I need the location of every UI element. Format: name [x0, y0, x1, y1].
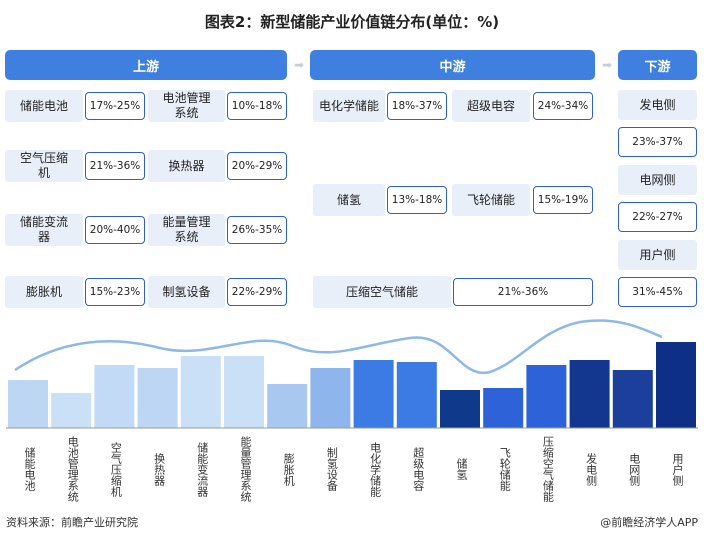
- item-name: 储能电池: [5, 90, 83, 122]
- category-label: 发电侧: [584, 452, 598, 486]
- category-label: 膨胀机: [282, 452, 296, 486]
- item-name: 换热器: [148, 150, 225, 182]
- item-range: 20%-29%: [227, 152, 287, 180]
- bar: [94, 365, 135, 428]
- title: 图表2：新型储能产业价值链分布(单位：%): [204, 12, 500, 31]
- category-label: 能量管理系统: [239, 436, 252, 502]
- bar: [569, 360, 610, 428]
- item-range: 20%-40%: [85, 216, 145, 244]
- item-name: 超级电容: [452, 90, 530, 122]
- item-name: 飞轮储能: [452, 184, 530, 216]
- item-name: 电池管理系统: [148, 90, 225, 122]
- item-range: 31%-45%: [618, 277, 697, 307]
- category-label: 超级电容: [411, 447, 425, 491]
- bar: [440, 390, 480, 428]
- item-range: 18%-37%: [387, 92, 447, 120]
- category-label: 换热器: [152, 452, 166, 486]
- bar: [310, 368, 351, 428]
- bar: [8, 380, 48, 428]
- logo: @前瞻经济学人APP: [600, 516, 698, 529]
- item-range: 23%-37%: [618, 127, 697, 157]
- item-name: 空气压缩机: [5, 150, 83, 182]
- trend-curve: [14, 319, 663, 375]
- bar: [51, 393, 92, 428]
- bar: [137, 368, 178, 428]
- category-label: 储氢: [455, 458, 468, 480]
- section-header: 上游: [5, 50, 287, 80]
- item-range: 24%-34%: [533, 92, 593, 120]
- section-header: 下游: [618, 50, 697, 80]
- bar: [180, 356, 221, 428]
- category-label: 飞轮储能: [498, 447, 512, 491]
- bar: [612, 370, 653, 428]
- category-label: 压缩空气储能: [541, 436, 555, 502]
- category-label: 电池管理系统: [66, 436, 80, 502]
- item-range: 15%-23%: [85, 278, 145, 306]
- item-range: 17%-25%: [85, 92, 145, 120]
- item-range: 21%-36%: [85, 152, 145, 180]
- category-label: 电化学储能: [368, 441, 382, 497]
- item-name: 储氢: [313, 184, 385, 216]
- arrow: ➡: [601, 58, 613, 72]
- bar: [267, 384, 308, 428]
- bar: [656, 342, 696, 428]
- category-label: 电网侧: [627, 452, 641, 486]
- bar: [396, 362, 437, 428]
- bar: [353, 360, 394, 428]
- category-label: 储能变流器: [195, 441, 209, 497]
- bar: [224, 356, 264, 428]
- item-range: 22%-29%: [227, 278, 287, 306]
- item-name: 电网侧: [618, 165, 697, 195]
- section-header: 中游: [310, 50, 595, 80]
- item-name: 电化学储能: [313, 90, 385, 122]
- item-name: 能量管理系统: [148, 214, 225, 246]
- category-label: 储能电池: [23, 447, 36, 491]
- item-name: 制氢设备: [148, 276, 225, 308]
- category-label: 空气压缩机: [109, 441, 123, 497]
- item-name: 膨胀机: [5, 276, 83, 308]
- source: 资料来源：前瞻产业研究院: [6, 516, 138, 529]
- item-range: 21%-36%: [453, 278, 593, 306]
- item-range: 10%-18%: [227, 92, 287, 120]
- bar: [483, 388, 524, 428]
- arrow: ➡: [293, 58, 305, 72]
- item-range: 13%-18%: [387, 186, 447, 214]
- item-range: 15%-19%: [533, 186, 593, 214]
- item-name: 储能变流器: [5, 214, 83, 246]
- item-range: 26%-35%: [227, 216, 287, 244]
- item-range: 22%-27%: [618, 202, 697, 232]
- item-name: 发电侧: [618, 90, 697, 120]
- category-label: 用户侧: [671, 452, 684, 486]
- bar: [526, 365, 567, 428]
- item-name: 用户侧: [618, 240, 697, 270]
- category-label: 制氢设备: [325, 447, 339, 491]
- item-name: 压缩空气储能: [313, 276, 451, 308]
